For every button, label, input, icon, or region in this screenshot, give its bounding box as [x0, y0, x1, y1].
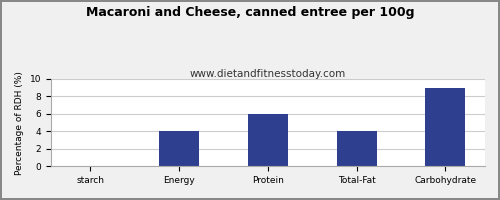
- Y-axis label: Percentage of RDH (%): Percentage of RDH (%): [15, 71, 24, 175]
- Bar: [159, 131, 199, 166]
- Bar: [426, 88, 466, 166]
- Bar: [336, 131, 376, 166]
- Bar: [248, 114, 288, 166]
- Title: www.dietandfitnesstoday.com: www.dietandfitnesstoday.com: [190, 69, 346, 79]
- Text: Macaroni and Cheese, canned entree per 100g: Macaroni and Cheese, canned entree per 1…: [86, 6, 414, 19]
